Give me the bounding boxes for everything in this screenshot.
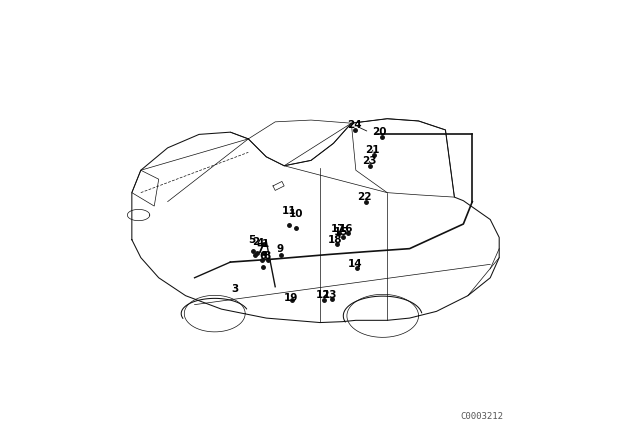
Text: 1: 1 xyxy=(262,239,269,249)
Text: 21: 21 xyxy=(365,145,380,155)
Text: 10: 10 xyxy=(289,209,303,219)
Text: 12: 12 xyxy=(316,290,330,300)
Text: 8: 8 xyxy=(264,251,271,261)
Text: 19: 19 xyxy=(284,293,298,303)
Text: 2: 2 xyxy=(252,237,259,247)
Text: 4: 4 xyxy=(256,238,264,248)
Text: 14: 14 xyxy=(348,259,362,269)
Text: 15: 15 xyxy=(334,227,349,237)
Text: 11: 11 xyxy=(282,207,296,216)
Text: C0003212: C0003212 xyxy=(461,412,504,421)
Text: 6: 6 xyxy=(259,251,267,261)
Text: 16: 16 xyxy=(339,224,353,234)
Text: 9: 9 xyxy=(276,244,284,254)
Text: 22: 22 xyxy=(356,192,371,202)
Text: 3: 3 xyxy=(231,284,239,294)
Text: 7: 7 xyxy=(256,245,263,255)
Text: 17: 17 xyxy=(331,224,345,234)
Text: 23: 23 xyxy=(362,156,376,166)
Text: 20: 20 xyxy=(372,127,387,137)
Text: 13: 13 xyxy=(323,290,337,300)
Text: 24: 24 xyxy=(347,121,362,130)
Text: 5: 5 xyxy=(248,235,255,245)
Text: 18: 18 xyxy=(328,235,342,245)
